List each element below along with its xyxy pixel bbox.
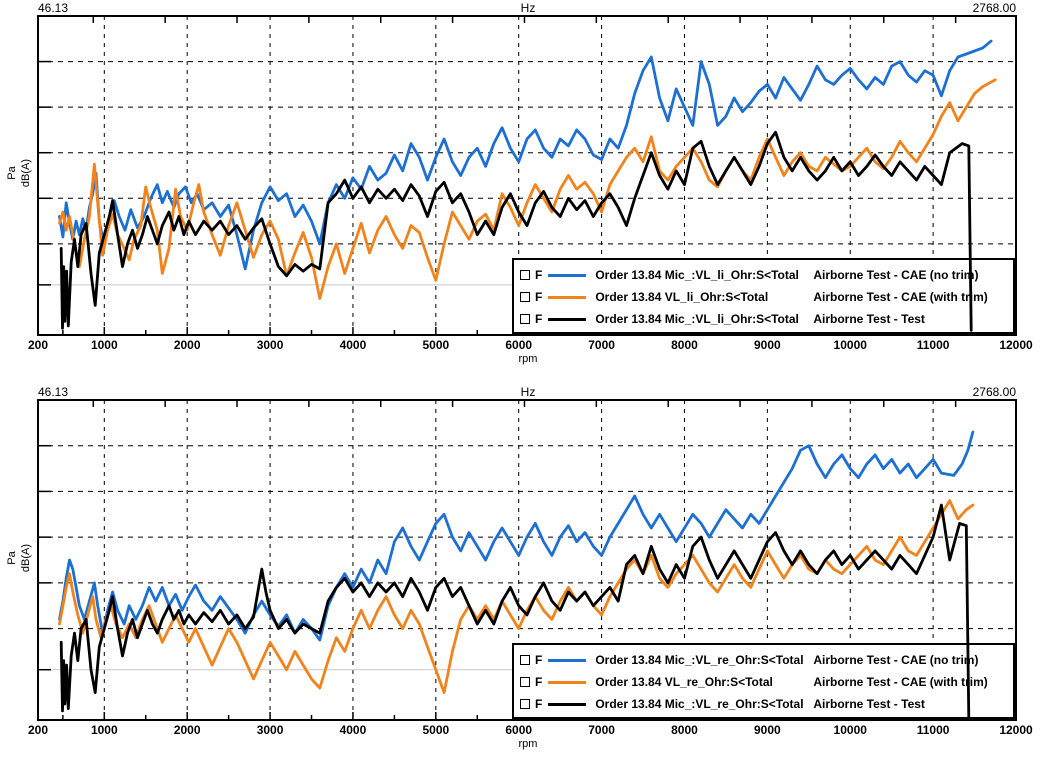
x-tick-label: 12000 — [999, 338, 1033, 352]
legend-series-name: Order 13.84 Mic_:VL_li_Ohr:S<Total — [595, 268, 799, 282]
x-tick-label: 7000 — [588, 338, 615, 352]
x-tick-label: 10000 — [833, 338, 867, 352]
x-tick-label: 200 — [27, 723, 49, 737]
x-tick-label: 12000 — [999, 723, 1033, 737]
legend-series-test: Airborne Test - CAE (with trim) — [813, 290, 988, 304]
legend-series-name: Order 13.84 Mic_:VL_re_Ohr:S<Total — [595, 653, 804, 667]
legend-series-test: Airborne Test - Test — [813, 312, 925, 326]
legend-series-name: Order 13.84 Mic_:VL_li_Ohr:S<Total — [595, 312, 799, 326]
legend-box-top-chart: F Order 13.84 Mic_:VL_li_Ohr:S<Total Airbo… — [512, 258, 1015, 334]
legend-line-sample — [548, 702, 587, 706]
checkbox-label[interactable]: F — [535, 675, 543, 689]
visibility-checkbox[interactable] — [520, 270, 530, 280]
checkbox-label[interactable]: F — [535, 290, 543, 304]
top-axis-units-label: Hz — [520, 385, 536, 399]
x-tick-label: 9000 — [753, 338, 781, 352]
x-tick-label: 200 — [27, 338, 49, 352]
legend-row: F Order 13.84 VL_li_Ohr:S<Total Airborne T… — [520, 286, 1013, 308]
checkbox-label[interactable]: F — [535, 312, 543, 326]
legend-series-test: Airborne Test - CAE (no trim) — [813, 268, 979, 282]
legend-series-test: Airborne Test - Test — [813, 697, 925, 711]
legend-row: F Order 13.84 VL_re_Ohr:S<Total Airborne T… — [520, 671, 1013, 693]
visibility-checkbox[interactable] — [520, 292, 530, 302]
x-tick-label: 2000 — [173, 723, 201, 737]
legend-box-bottom-chart: F Order 13.84 Mic_:VL_re_Ohr:S<Total Airbo… — [512, 643, 1015, 719]
x-tick-label: 10000 — [833, 723, 867, 737]
x-tick-label: 8000 — [671, 338, 698, 352]
legend-line-sample — [548, 680, 587, 684]
checkbox-label[interactable]: F — [535, 268, 543, 282]
legend-row: F Order 13.84 Mic_:VL_re_Ohr:S<Total Airbo… — [520, 693, 1013, 715]
x-tick-label: 3000 — [256, 338, 284, 352]
legend-line-sample — [548, 295, 587, 299]
checkbox-label[interactable]: F — [535, 697, 543, 711]
x-tick-label: 4000 — [339, 338, 367, 352]
legend-series-test: Airborne Test - CAE (with trim) — [813, 675, 988, 689]
y-axis-unit-pa: Pa — [6, 551, 18, 565]
top-axis-start-frequency: 46.13 — [38, 1, 69, 15]
x-tick-label: 9000 — [753, 723, 781, 737]
legend-row: F Order 13.84 Mic_:VL_li_Ohr:S<Total Airbo… — [520, 264, 1013, 286]
x-axis-label: rpm — [518, 738, 538, 750]
visibility-checkbox[interactable] — [520, 677, 530, 687]
x-tick-label: 6000 — [505, 338, 533, 352]
y-axis-label: Pa dB(A) — [5, 141, 35, 205]
x-tick-label: 1000 — [90, 338, 118, 352]
y-axis-label: Pa dB(A) — [5, 526, 35, 590]
x-tick-label: 2000 — [173, 338, 201, 352]
top-axis-end-frequency: 2768.00 — [972, 1, 1016, 15]
legend-line-sample — [548, 317, 587, 321]
plot-border — [37, 15, 1017, 336]
x-tick-label: 4000 — [339, 723, 367, 737]
x-tick-label: 6000 — [505, 723, 533, 737]
plot-border — [37, 399, 1017, 721]
legend-row: F Order 13.84 Mic_:VL_li_Ohr:S<Total Airbo… — [520, 308, 1013, 330]
legend-series-name: Order 13.84 VL_re_Ohr:S<Total — [595, 675, 773, 689]
legend-series-name: Order 13.84 VL_li_Ohr:S<Total — [595, 290, 769, 304]
x-tick-label: 1000 — [90, 723, 118, 737]
visibility-checkbox[interactable] — [520, 655, 530, 665]
y-axis-unit-pa: Pa — [6, 166, 18, 180]
x-tick-label: 5000 — [422, 723, 450, 737]
x-tick-label: 3000 — [256, 723, 284, 737]
visibility-checkbox[interactable] — [520, 314, 530, 324]
top-axis-start-frequency: 46.13 — [38, 385, 69, 399]
legend-line-sample — [548, 273, 587, 277]
y-axis-unit-dba: dB(A) — [20, 158, 32, 188]
y-axis-unit-dba: dB(A) — [20, 543, 32, 573]
top-axis-end-frequency: 2768.00 — [972, 385, 1016, 399]
legend-series-test: Airborne Test - CAE (no trim) — [813, 653, 979, 667]
x-tick-label: 7000 — [588, 723, 615, 737]
x-tick-label: 11000 — [916, 338, 950, 352]
x-tick-label: 11000 — [916, 723, 950, 737]
x-tick-label: 5000 — [422, 338, 450, 352]
checkbox-label[interactable]: F — [535, 653, 543, 667]
visibility-checkbox[interactable] — [520, 699, 530, 709]
top-axis-units-label: Hz — [520, 1, 536, 15]
legend-line-sample — [548, 658, 587, 662]
legend-series-name: Order 13.84 Mic_:VL_re_Ohr:S<Total — [595, 697, 804, 711]
x-tick-label: 8000 — [671, 723, 698, 737]
x-axis-label: rpm — [518, 353, 538, 365]
legend-row: F Order 13.84 Mic_:VL_re_Ohr:S<Total Airbo… — [520, 649, 1013, 671]
